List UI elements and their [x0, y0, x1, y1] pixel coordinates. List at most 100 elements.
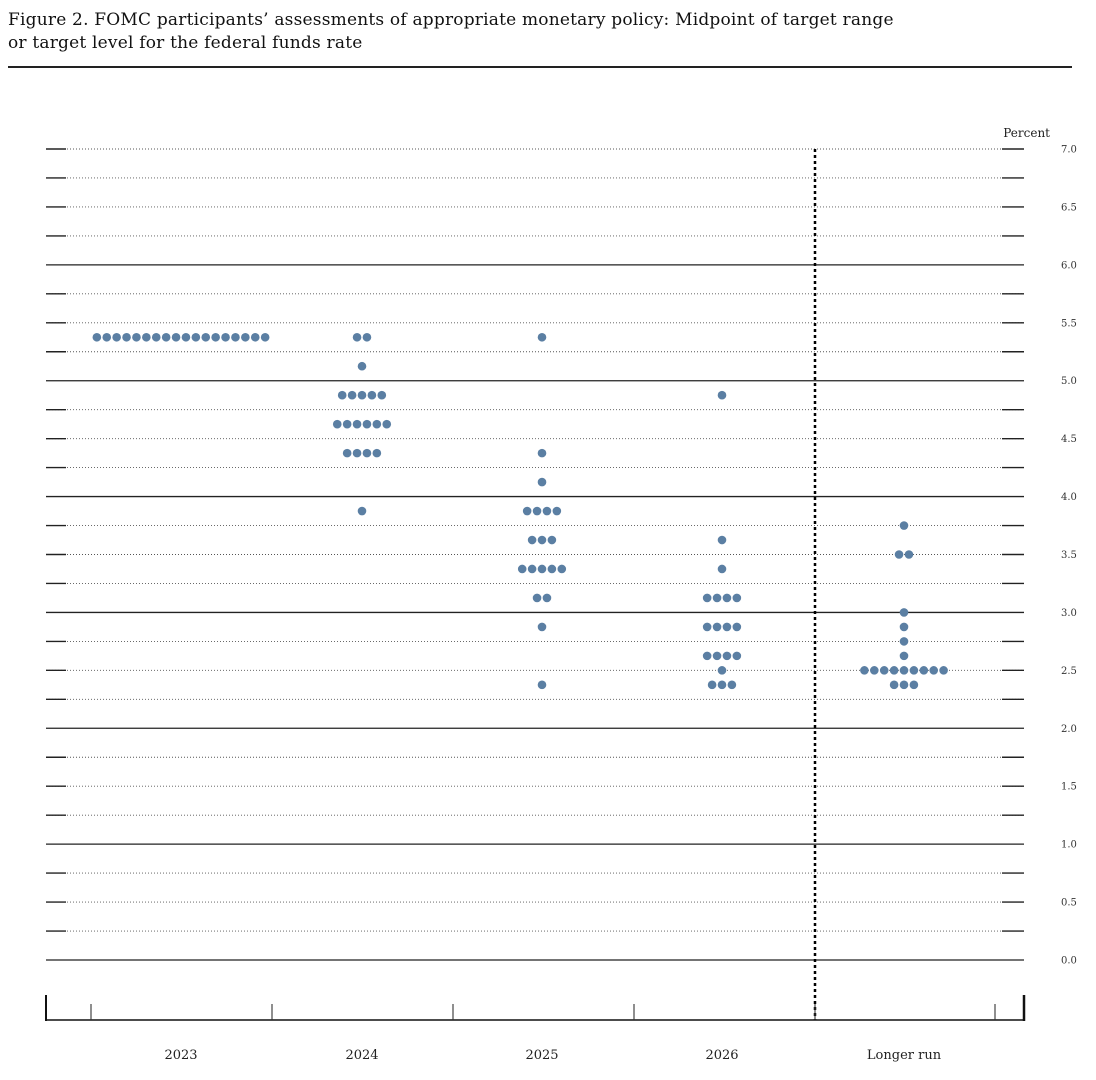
gridlines — [46, 148, 1024, 961]
participant-dot — [527, 564, 537, 574]
participant-dot — [151, 332, 161, 342]
participant-dot — [260, 332, 270, 342]
participant-dot — [537, 448, 547, 458]
participant-dot — [161, 332, 171, 342]
participant-dot — [929, 666, 938, 675]
participant-dot — [712, 593, 722, 603]
participant-dot — [362, 419, 372, 429]
y-tick-label: 6.5 — [1061, 202, 1077, 213]
y-tick-label: 3.5 — [1061, 550, 1077, 561]
participant-dot — [537, 332, 547, 342]
participant-dot — [899, 637, 909, 646]
participant-dot — [547, 535, 557, 545]
participant-dot — [712, 622, 722, 632]
participant-dot — [342, 448, 352, 458]
participant-dot — [542, 593, 552, 603]
y-tick-label: 4.5 — [1061, 434, 1077, 445]
participant-dot — [122, 332, 131, 342]
x-category-label: Longer run — [867, 1048, 942, 1063]
y-tick-label: 4.0 — [1061, 492, 1077, 503]
participant-dot — [889, 680, 899, 690]
participant-dot — [939, 666, 948, 675]
participant-dot — [352, 332, 362, 342]
x-axis: 2023 2024 2025 2026 Longer run — [45, 995, 1026, 1063]
participant-dot — [250, 332, 260, 342]
participant-dot — [717, 680, 727, 690]
x-category-label: 2024 — [345, 1048, 378, 1063]
participant-dot — [537, 535, 547, 545]
participant-dot — [552, 506, 562, 516]
y-tick-label: 1.0 — [1061, 840, 1077, 851]
y-tick-label: 2.5 — [1061, 666, 1077, 677]
y-tick-label: 5.5 — [1061, 318, 1077, 329]
participant-dot — [332, 419, 342, 429]
figure-title-line1: Figure 2. FOMC participants’ assessments… — [8, 10, 894, 30]
y-tick-label: 3.0 — [1061, 608, 1077, 619]
participant-dot — [181, 332, 191, 342]
participant-dot — [717, 390, 727, 400]
participant-dot — [727, 680, 737, 690]
y-tick-label: 7.0 — [1061, 145, 1077, 156]
participant-dot — [537, 680, 547, 690]
participant-dot — [132, 332, 141, 342]
y-axis-unit-label: Percent — [1003, 126, 1050, 140]
participant-dot — [899, 608, 909, 617]
participant-dot — [899, 666, 909, 675]
participant-dot — [547, 564, 557, 574]
participant-dot — [347, 390, 357, 400]
participant-dot — [537, 622, 547, 632]
participant-dot — [732, 651, 742, 661]
participant-dot — [707, 680, 717, 690]
participant-dot — [221, 332, 230, 342]
participant-dot — [909, 666, 919, 675]
dot-series — [92, 332, 948, 690]
y-tick-label: 2.0 — [1061, 724, 1077, 735]
figure-title-line2: or target level for the federal funds ra… — [8, 33, 363, 53]
y-tick-label: 1.5 — [1061, 782, 1077, 793]
title-divider — [8, 66, 1072, 68]
participant-dot — [732, 593, 742, 603]
participant-dot — [522, 506, 532, 516]
participant-dot — [712, 651, 722, 661]
participant-dot — [899, 622, 909, 632]
participant-dot — [904, 550, 914, 559]
y-tick-label: 0.5 — [1061, 898, 1077, 909]
participant-dot — [722, 651, 732, 661]
participant-dot — [919, 666, 929, 675]
participant-dot — [722, 593, 732, 603]
participant-dot — [211, 332, 220, 342]
y-tick-label: 0.0 — [1061, 956, 1077, 967]
x-category-label: 2023 — [164, 1048, 197, 1063]
participant-dot — [557, 564, 567, 574]
x-category-label: 2025 — [525, 1048, 558, 1063]
participant-dot — [362, 448, 372, 458]
y-tick-label: 5.0 — [1061, 376, 1077, 387]
participant-dot — [112, 332, 121, 342]
participant-dot — [899, 680, 909, 690]
participant-dot — [860, 666, 869, 675]
participant-dot — [382, 419, 392, 429]
participant-dot — [201, 332, 211, 342]
participant-dot — [337, 390, 347, 400]
participant-dot — [352, 419, 362, 429]
participant-dot — [702, 622, 712, 632]
figure-title: Figure 2. FOMC participants’ assessments… — [8, 9, 1078, 55]
participant-dot — [717, 666, 727, 675]
participant-dot — [532, 506, 542, 516]
participant-dot — [870, 666, 879, 675]
participant-dot — [367, 390, 377, 400]
participant-dot — [899, 521, 909, 530]
participant-dot — [357, 390, 367, 400]
participant-dot — [702, 593, 712, 603]
participant-dot — [899, 651, 909, 661]
x-category-label: 2026 — [705, 1048, 738, 1063]
participant-dot — [532, 593, 542, 603]
participant-dot — [171, 332, 181, 342]
participant-dot — [879, 666, 889, 675]
participant-dot — [377, 390, 387, 400]
participant-dot — [372, 448, 382, 458]
participant-dot — [537, 477, 547, 487]
participant-dot — [357, 506, 367, 516]
y-tick-labels: 7.0 6.5 6.0 5.5 5.0 4.5 4.0 3.5 3.0 2.5 2.0 1.5 1.0 0… — [1061, 145, 1077, 967]
